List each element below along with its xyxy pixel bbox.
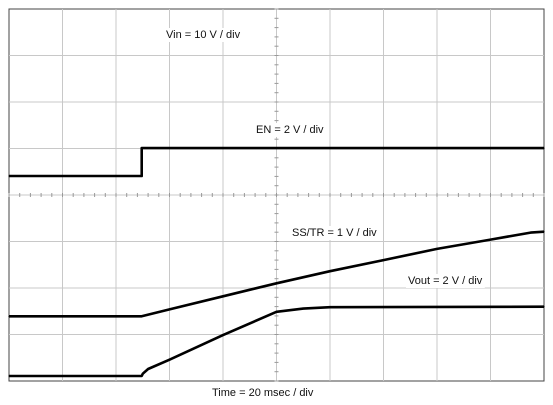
vin-label-background [164, 28, 243, 42]
sstr-scale-label: SS/TR = 1 V / div [292, 227, 377, 239]
en-scale-label: EN = 2 V / div [256, 124, 324, 136]
sstr-point [222, 295, 224, 297]
en-point [543, 147, 545, 149]
vout-point [147, 368, 149, 370]
sstr-point [382, 259, 385, 261]
sstr-point [141, 315, 143, 317]
sstr-point [530, 232, 532, 234]
sstr-point [8, 315, 10, 317]
en-trace [9, 146, 544, 178]
grid [8, 8, 545, 382]
vout-point [142, 373, 144, 375]
vout-point [8, 375, 10, 377]
vout-point [168, 359, 171, 361]
vout-point [543, 306, 545, 308]
en-point [141, 147, 143, 149]
en-point [141, 175, 143, 177]
vout-point [302, 308, 304, 310]
vout-point [329, 306, 331, 308]
sstr-point [489, 239, 492, 241]
en-point [8, 175, 10, 177]
time-label-background [210, 386, 316, 400]
labels: Vin = 10 V / div EN = 2 V / div SS/TR = … [164, 28, 485, 400]
traces [8, 146, 545, 378]
sstr-label-background [290, 226, 380, 240]
vout-scale-label: Vout = 2 V / div [408, 275, 483, 287]
sstr-point [275, 282, 278, 284]
vout-trace [9, 305, 545, 378]
vout-point [275, 311, 278, 313]
sstr-point [168, 308, 171, 310]
sstr-point [436, 248, 438, 250]
vout-point [222, 334, 224, 336]
x-axis-label: Time = 20 msec / div [212, 387, 314, 399]
vin-scale-label: Vin = 10 V / div [166, 29, 241, 41]
en-label-background [254, 123, 327, 137]
sstr-point [329, 270, 331, 272]
sstr-point [543, 231, 545, 233]
vout-label-background [406, 274, 485, 288]
vout-point [141, 375, 143, 377]
